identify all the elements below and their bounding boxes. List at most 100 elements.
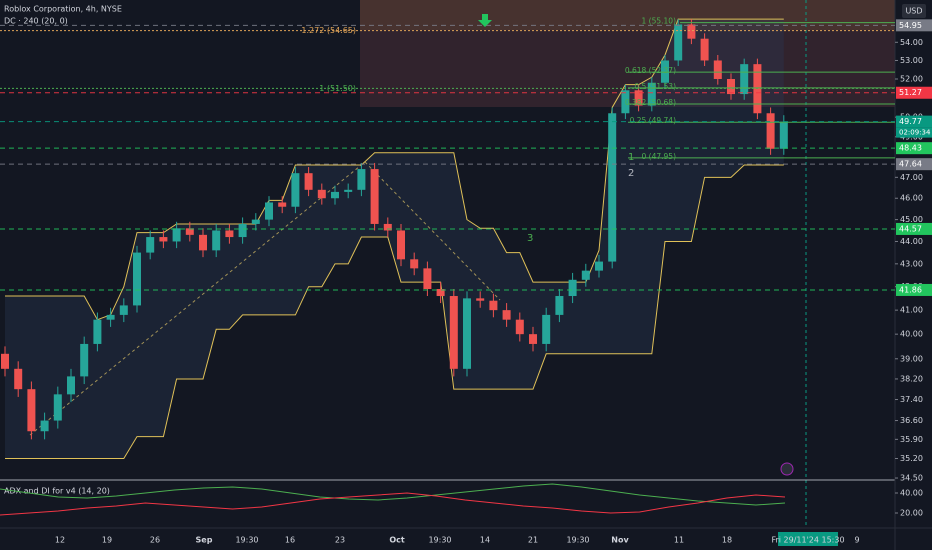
x-tick-label: 19:30 bbox=[566, 536, 589, 545]
x-tick-label: 19 bbox=[102, 536, 112, 545]
x-tick-label: 21 bbox=[528, 536, 538, 545]
candle-body bbox=[410, 259, 419, 269]
price-badge bbox=[896, 19, 932, 32]
cursor-badge bbox=[778, 532, 838, 546]
fib-label: 0.382 (50.68) bbox=[625, 98, 676, 107]
y-tick-label: 44.00 bbox=[900, 237, 923, 246]
x-tick-label: 23 bbox=[335, 536, 345, 545]
x-tick-label: Fri 29/11'24 15:30 bbox=[771, 536, 844, 545]
adx-line bbox=[0, 492, 786, 516]
level-label: 1 (51.50) bbox=[319, 84, 356, 93]
candle-body bbox=[542, 314, 551, 344]
candle-body bbox=[357, 169, 366, 190]
x-tick-label: 26 bbox=[150, 536, 160, 545]
candle-body bbox=[212, 230, 221, 251]
y-tick-label: 52.00 bbox=[900, 74, 923, 83]
event-icon[interactable] bbox=[780, 462, 794, 476]
candle-body bbox=[608, 113, 617, 262]
candle-body bbox=[67, 376, 75, 395]
wave-line bbox=[364, 161, 501, 301]
candle-body bbox=[27, 389, 36, 432]
fib-label: 0.5 (51.53) bbox=[634, 82, 676, 91]
y-tick-label: 43.00 bbox=[900, 259, 923, 268]
candle-body bbox=[199, 234, 207, 251]
level-label: 1.272 (54.65) bbox=[301, 26, 356, 35]
chart-title: Roblox Corporation, 4h, NYSE bbox=[4, 5, 122, 14]
channel-line bbox=[5, 164, 784, 459]
arrow-icon bbox=[478, 14, 492, 27]
candle-body bbox=[529, 334, 537, 344]
x-tick-label: Oct bbox=[389, 536, 405, 545]
x-tick-label: 19:30 bbox=[428, 536, 451, 545]
y-tick-label: 46.00 bbox=[900, 194, 923, 203]
y-tick-label: 34.50 bbox=[900, 474, 923, 483]
candle-body bbox=[423, 268, 432, 290]
indicator-label: ADX and DI for v4 (14, 20) bbox=[4, 487, 110, 496]
candle-body bbox=[40, 420, 49, 432]
y-tick-label: 40.00 bbox=[900, 489, 923, 498]
candle-body bbox=[515, 319, 524, 335]
x-tick-label: 11 bbox=[674, 536, 684, 545]
channel-fill bbox=[5, 19, 784, 459]
candle-body bbox=[14, 368, 23, 390]
candle-body bbox=[436, 289, 445, 297]
candle-body bbox=[278, 202, 287, 207]
candle-body bbox=[647, 82, 656, 106]
candle-body bbox=[53, 394, 62, 421]
candle-body bbox=[700, 38, 709, 61]
y-tick-label: 35.90 bbox=[900, 435, 923, 444]
candle-body bbox=[172, 228, 181, 242]
currency-badge[interactable] bbox=[902, 4, 926, 18]
price-label: 54.95 bbox=[899, 21, 922, 30]
candle-body bbox=[489, 300, 498, 311]
x-tick-label: 9 bbox=[854, 536, 859, 545]
candle-body bbox=[568, 279, 577, 297]
candle-body bbox=[621, 90, 630, 114]
candle-body bbox=[291, 173, 300, 207]
candle-body bbox=[383, 223, 392, 231]
candle-body bbox=[93, 319, 102, 344]
candle-body bbox=[251, 219, 260, 224]
candle-body bbox=[317, 189, 326, 199]
candle-body bbox=[265, 202, 273, 220]
candle-body bbox=[331, 191, 339, 199]
price-label: 41.86 bbox=[899, 285, 922, 294]
y-tick-label: 40.00 bbox=[900, 330, 923, 339]
candle-body bbox=[766, 113, 775, 149]
wave-label: 3 bbox=[527, 233, 533, 244]
fib-label: 0 (47.95) bbox=[642, 152, 677, 161]
price-label: 51.27 bbox=[899, 88, 922, 97]
y-tick-label: 45.00 bbox=[900, 215, 923, 224]
wave-label: 2 bbox=[628, 168, 634, 179]
y-tick-label: 53.00 bbox=[900, 56, 923, 65]
adx-line bbox=[0, 483, 786, 506]
fib-label: 1 (55.10) bbox=[642, 17, 677, 26]
candle-body bbox=[634, 90, 643, 106]
candle-body bbox=[687, 24, 696, 39]
candle-body bbox=[463, 298, 471, 369]
candle-body bbox=[344, 189, 353, 192]
wave-label: 1 bbox=[628, 152, 634, 163]
candle-body bbox=[370, 169, 379, 224]
price-badge bbox=[896, 283, 932, 296]
candle-body bbox=[119, 305, 128, 315]
x-tick-label: 14 bbox=[480, 536, 490, 545]
price-badge bbox=[896, 142, 932, 155]
price-badge bbox=[896, 115, 932, 128]
countdown-badge bbox=[896, 127, 932, 138]
x-tick-label: 18 bbox=[722, 536, 732, 545]
candle-body bbox=[146, 237, 155, 253]
candle-body bbox=[106, 314, 115, 320]
candle-body bbox=[397, 230, 405, 260]
price-label: 48.43 bbox=[899, 144, 922, 153]
fib-label: 0.25 (49.74) bbox=[630, 116, 676, 125]
candle-body bbox=[159, 237, 168, 242]
candle-body bbox=[80, 343, 89, 377]
y-tick-label: 54.00 bbox=[900, 38, 923, 47]
candle-body bbox=[779, 121, 788, 149]
y-tick-label: 39.00 bbox=[900, 354, 923, 363]
candle-body bbox=[304, 173, 313, 190]
candle-body bbox=[1, 353, 9, 369]
price-label: 47.64 bbox=[899, 160, 922, 169]
